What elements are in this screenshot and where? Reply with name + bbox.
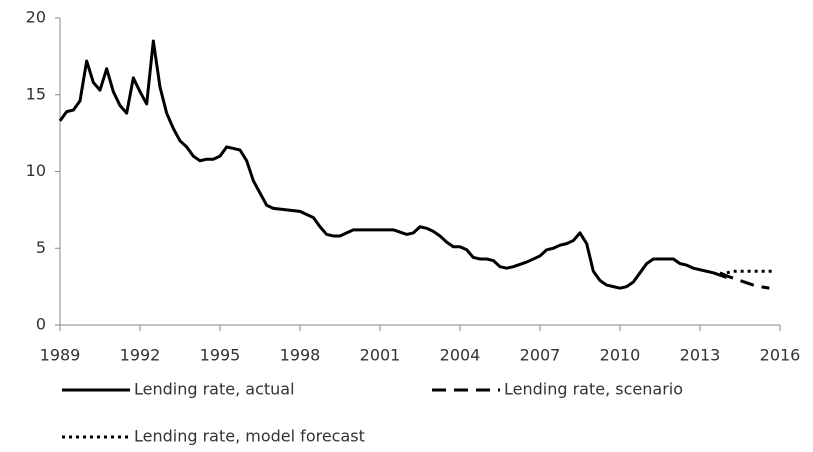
x-tick-label: 2016 — [760, 346, 801, 365]
x-tick-label: 2001 — [360, 346, 401, 365]
x-tick-label: 1992 — [120, 346, 161, 365]
x-tick-label: 1995 — [200, 346, 241, 365]
x-tick-label: 1989 — [40, 346, 81, 365]
legend-label: Lending rate, scenario — [504, 380, 683, 399]
y-tick-label: 5 — [36, 238, 46, 257]
data-line — [719, 271, 770, 290]
x-tick-label: 2010 — [600, 346, 641, 365]
data-line — [719, 269, 774, 276]
legend-label: Lending rate, model forecast — [134, 427, 365, 446]
y-tick-label: 20 — [26, 8, 46, 27]
x-tick-label: 1998 — [280, 346, 321, 365]
x-tick-label: 2004 — [440, 346, 481, 365]
x-tick-label: 2013 — [680, 346, 721, 365]
y-tick-label: 0 — [36, 315, 46, 334]
y-tick-label: 10 — [26, 161, 46, 180]
y-tick-label: 15 — [26, 84, 46, 103]
data-line — [58, 39, 728, 290]
legend-label: Lending rate, actual — [134, 380, 295, 399]
x-tick-label: 2007 — [520, 346, 561, 365]
